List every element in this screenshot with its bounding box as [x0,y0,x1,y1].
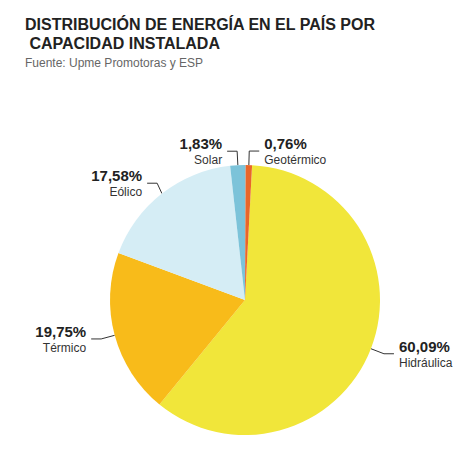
svg-text:Hidráulica: Hidráulica [399,356,453,370]
svg-text:Solar: Solar [194,153,222,167]
svg-text:Geotérmico: Geotérmico [264,153,326,167]
svg-text:19,75%: 19,75% [35,323,86,340]
svg-text:DISTRIBUCIÓN DE ENERGÍA EN EL: DISTRIBUCIÓN DE ENERGÍA EN EL PAÍS POR [25,15,375,33]
svg-text:Eólico: Eólico [109,185,142,199]
svg-text:0,76%: 0,76% [264,135,307,152]
svg-text:Térmico: Térmico [43,341,87,355]
svg-text:60,09%: 60,09% [399,338,450,355]
svg-text:CAPACIDAD INSTALADA: CAPACIDAD INSTALADA [25,35,220,52]
svg-text:Fuente: Upme Promotoras y ESP: Fuente: Upme Promotoras y ESP [25,56,203,70]
svg-text:17,58%: 17,58% [91,167,142,184]
svg-text:1,83%: 1,83% [180,135,223,152]
